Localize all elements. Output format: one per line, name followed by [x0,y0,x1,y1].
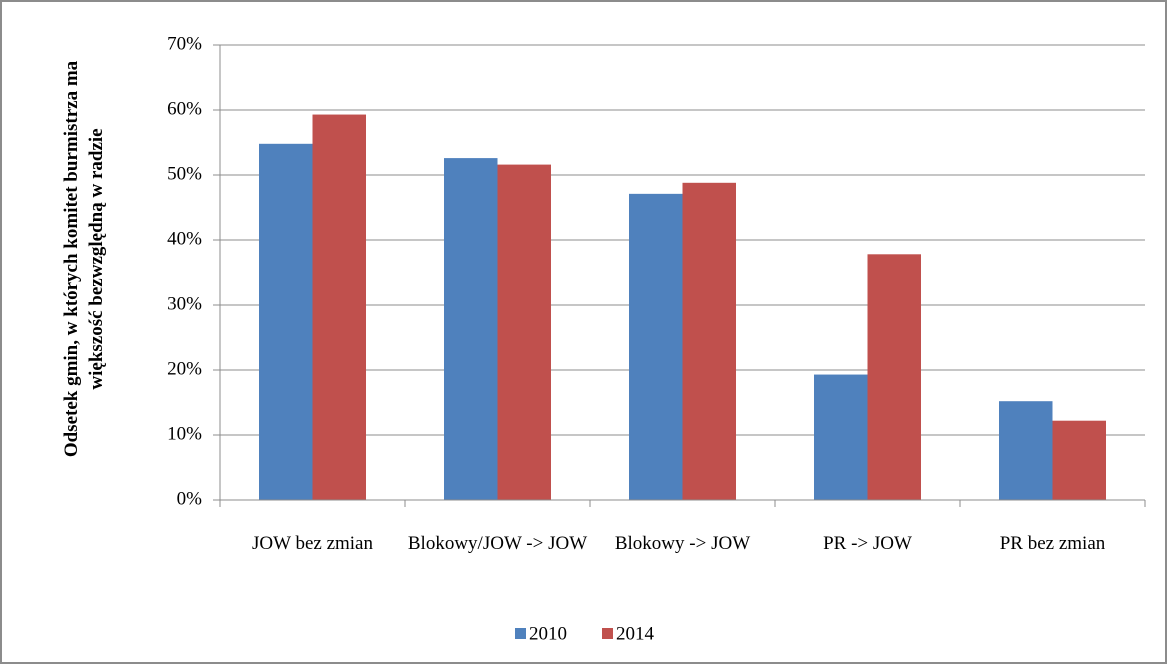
y-tick-label: 20% [167,358,202,379]
y-tick-label: 60% [167,98,202,119]
x-tick-label: JOW bez zmian [252,533,373,554]
y-axis-label: Odsetek gmin, w których komitet burmistr… [61,60,107,458]
x-tick-label: Blokowy -> JOW [614,533,751,554]
bar [312,114,366,501]
bar [999,401,1053,500]
bar [629,193,683,500]
legend-swatch [602,628,613,639]
x-tick-label: PR -> JOW [823,533,912,554]
bar [1052,420,1106,500]
y-tick-label: 40% [167,228,202,249]
legend-label: 2010 [529,623,567,644]
bar [867,254,921,500]
bar [259,143,313,501]
y-tick-label: 10% [167,423,202,444]
y-tick-label: 70% [167,33,202,54]
y-tick-label: 30% [167,293,202,314]
legend-swatch [515,628,526,639]
bar [497,164,551,500]
x-tick-label: PR bez zmian [999,533,1106,554]
legend-label: 2014 [616,623,655,644]
bar [682,182,736,501]
y-tick-label: 0% [177,488,203,509]
bar [444,158,498,500]
bar [814,374,868,500]
y-tick-label: 50% [167,163,202,184]
x-tick-label: Blokowy/JOW -> JOW [407,533,588,554]
